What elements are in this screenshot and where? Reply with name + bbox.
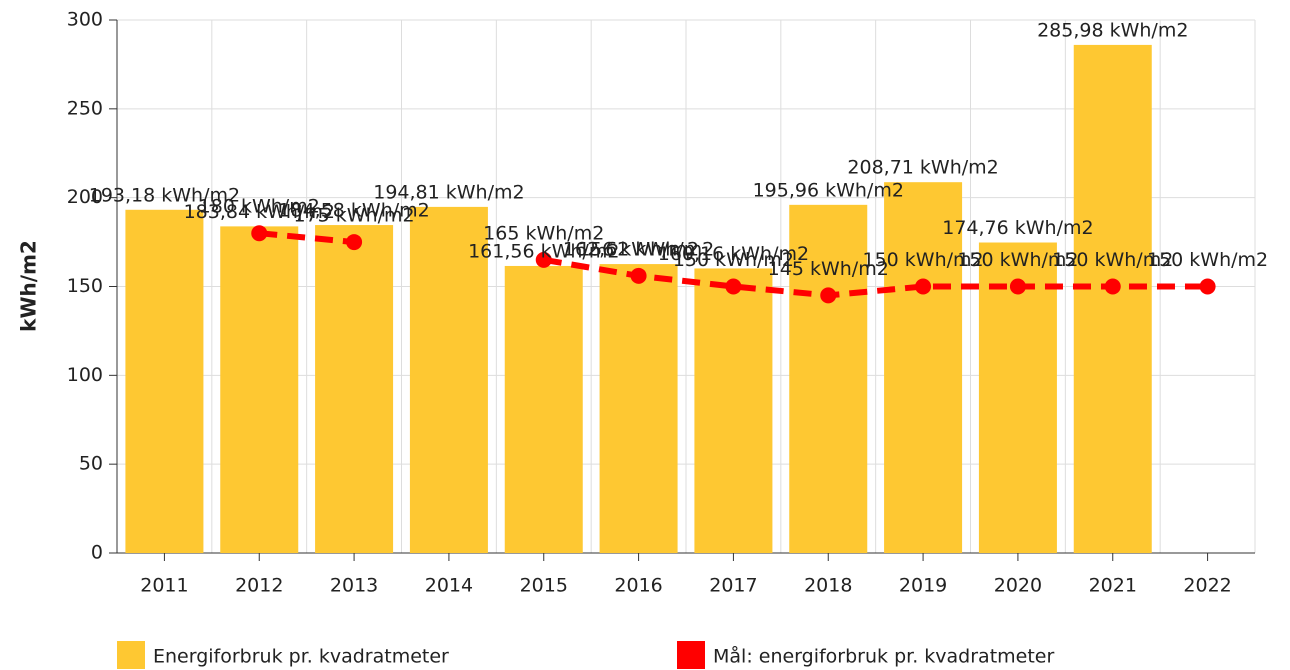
target-point	[1009, 278, 1026, 295]
data-label: 145 kWh/m2	[768, 258, 889, 280]
x-tick-label: 2021	[1089, 575, 1137, 597]
data-label: 160,16 kWh/m2	[658, 243, 809, 265]
y-tick-label: 300	[67, 9, 103, 31]
target-line	[543, 256, 1208, 299]
legend-label: Mål: energiforbruk pr. kvadratmeter	[713, 645, 1054, 668]
data-label: 150 kWh/m2	[863, 249, 984, 271]
data-label: 156 kWh/m2	[578, 238, 699, 260]
y-axis-title: kWh/m2	[17, 240, 41, 332]
target-point	[820, 287, 837, 304]
x-tick-label: 2015	[520, 575, 568, 597]
x-tick-label: 2012	[235, 575, 283, 597]
data-label: 208,71 kWh/m2	[847, 157, 998, 179]
target-line	[258, 230, 355, 246]
data-label: 174,76 kWh/m2	[942, 217, 1093, 239]
x-tick-label: 2014	[425, 575, 473, 597]
data-label: 150 kWh/m2	[957, 249, 1078, 271]
bar	[789, 204, 868, 553]
legend-swatch	[677, 641, 705, 669]
data-label: 161,56 kWh/m2	[468, 240, 619, 262]
x-tick-label: 2022	[1183, 575, 1231, 597]
data-label: 184,58 kWh/m2	[278, 200, 429, 222]
x-tick-label: 2011	[140, 575, 188, 597]
x-tick-label: 2018	[804, 575, 852, 597]
x-tick-label: 2020	[994, 575, 1042, 597]
x-tick-label: 2019	[899, 575, 947, 597]
bar	[884, 182, 963, 553]
data-label: 183,84 kWh/m2	[184, 201, 335, 223]
data-label: 150 kWh/m2	[1147, 249, 1268, 271]
target-point	[630, 267, 647, 284]
target-point	[915, 278, 932, 295]
data-label: 193,18 kWh/m2	[89, 184, 240, 206]
target-point	[725, 278, 742, 295]
y-tick-label: 200	[67, 186, 103, 208]
bar	[125, 209, 204, 553]
bar	[694, 268, 773, 553]
x-tick-label: 2013	[330, 575, 378, 597]
bar	[315, 225, 394, 553]
data-label: 162,62 kWh/m2	[563, 239, 714, 261]
data-label: 175 kWh/m2	[294, 205, 415, 227]
bar	[220, 226, 299, 553]
x-tick-label: 2017	[709, 575, 757, 597]
data-label: 165 kWh/m2	[483, 222, 604, 244]
y-tick-label: 100	[67, 364, 103, 386]
legend-label: Energiforbruk pr. kvadratmeter	[153, 646, 449, 668]
data-label: 194,81 kWh/m2	[373, 181, 524, 203]
legend-swatch	[117, 641, 145, 669]
target-point	[346, 234, 363, 251]
target-point	[1104, 278, 1121, 295]
data-label: 285,98 kWh/m2	[1037, 19, 1188, 41]
bar	[409, 206, 488, 553]
bar	[599, 264, 678, 553]
data-label: 180 kWh/m2	[199, 196, 320, 218]
y-tick-label: 250	[67, 97, 103, 119]
data-label: 195,96 kWh/m2	[753, 179, 904, 201]
data-label: 150 kWh/m2	[1052, 249, 1173, 271]
bar	[1073, 44, 1152, 553]
y-tick-label: 0	[91, 542, 103, 564]
target-point	[535, 251, 552, 268]
y-tick-label: 50	[79, 453, 103, 475]
data-label: 150 kWh/m2	[673, 249, 794, 271]
target-point	[1199, 278, 1216, 295]
x-tick-label: 2016	[614, 575, 662, 597]
bar	[504, 265, 583, 553]
y-tick-label: 150	[67, 275, 103, 297]
target-point	[251, 225, 268, 242]
